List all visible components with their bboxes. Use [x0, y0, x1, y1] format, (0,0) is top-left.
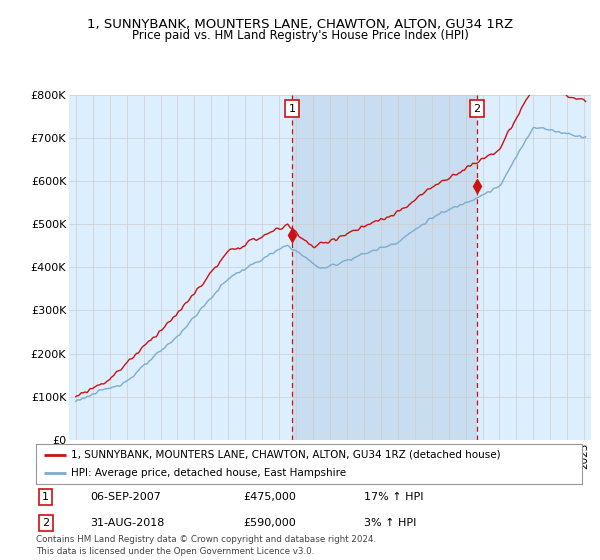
Text: 1, SUNNYBANK, MOUNTERS LANE, CHAWTON, ALTON, GU34 1RZ (detached house): 1, SUNNYBANK, MOUNTERS LANE, CHAWTON, AL… — [71, 450, 501, 460]
Text: 1: 1 — [289, 104, 295, 114]
Text: 1, SUNNYBANK, MOUNTERS LANE, CHAWTON, ALTON, GU34 1RZ: 1, SUNNYBANK, MOUNTERS LANE, CHAWTON, AL… — [87, 18, 513, 31]
Text: Price paid vs. HM Land Registry's House Price Index (HPI): Price paid vs. HM Land Registry's House … — [131, 29, 469, 42]
Text: £590,000: £590,000 — [244, 518, 296, 528]
Text: 2: 2 — [473, 104, 481, 114]
Text: HPI: Average price, detached house, East Hampshire: HPI: Average price, detached house, East… — [71, 468, 347, 478]
Text: 17% ↑ HPI: 17% ↑ HPI — [364, 492, 423, 502]
Text: 06-SEP-2007: 06-SEP-2007 — [91, 492, 161, 502]
Text: 3% ↑ HPI: 3% ↑ HPI — [364, 518, 416, 528]
Text: 1: 1 — [43, 492, 49, 502]
Text: 31-AUG-2018: 31-AUG-2018 — [91, 518, 165, 528]
Bar — [292, 95, 477, 440]
Text: 2: 2 — [42, 518, 49, 528]
Text: Contains HM Land Registry data © Crown copyright and database right 2024.
This d: Contains HM Land Registry data © Crown c… — [36, 535, 376, 556]
Text: £475,000: £475,000 — [244, 492, 296, 502]
